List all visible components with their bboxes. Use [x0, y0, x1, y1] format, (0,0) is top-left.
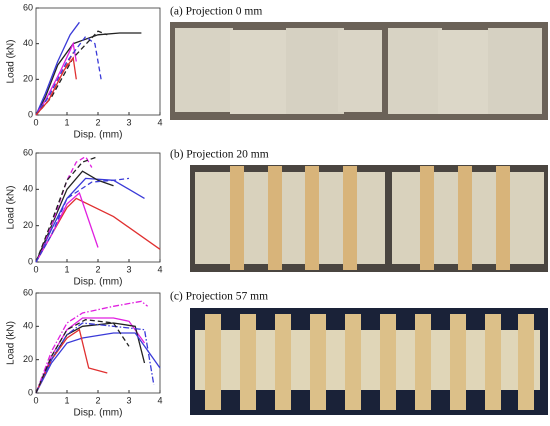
x-tick-label: 0 — [33, 117, 38, 127]
x-axis-label: Disp. (mm) — [74, 130, 123, 141]
caption: (b) Projection 20 mm — [170, 149, 269, 161]
load-curve — [35, 21, 80, 116]
y-tick-label: 0 — [28, 109, 33, 119]
x-tick-label: 3 — [126, 395, 131, 405]
y-tick-label: 60 — [23, 2, 33, 12]
y-axis-label: Load (kN) — [6, 40, 17, 84]
x-tick-label: 4 — [157, 264, 162, 274]
x-tick-label: 2 — [95, 264, 100, 274]
caption: (c) Projection 57 mm — [170, 291, 268, 303]
x-axis-label: Disp. (mm) — [74, 277, 123, 288]
photo-c — [190, 308, 548, 415]
load-curve — [35, 32, 142, 116]
y-axis-label: Load (kN) — [6, 186, 17, 230]
x-tick-label: 3 — [126, 117, 131, 127]
x-tick-label: 2 — [95, 395, 100, 405]
x-tick-label: 0 — [33, 264, 38, 274]
y-tick-label: 40 — [23, 184, 33, 194]
plot-area — [35, 292, 161, 394]
y-tick-label: 40 — [23, 38, 33, 48]
y-axis-label: Load (kN) — [6, 321, 17, 365]
load-curve — [35, 322, 155, 394]
x-tick-label: 2 — [95, 117, 100, 127]
load-curve — [35, 191, 99, 263]
load-curve — [35, 332, 161, 394]
load-curve — [35, 155, 93, 263]
x-tick-label: 3 — [126, 264, 131, 274]
y-tick-label: 0 — [28, 387, 33, 397]
load-curve — [35, 177, 145, 263]
load-curve — [35, 197, 161, 263]
x-tick-label: 4 — [157, 395, 162, 405]
photo-a — [170, 22, 548, 120]
x-tick-label: 4 — [157, 117, 162, 127]
y-tick-label: 60 — [23, 147, 33, 157]
caption: (a) Projection 0 mm — [170, 6, 262, 18]
y-tick-label: 20 — [23, 220, 33, 230]
load-curve — [35, 56, 77, 116]
load-curve — [35, 317, 146, 394]
load-curve — [35, 177, 130, 263]
load-curve — [35, 170, 114, 263]
y-tick-label: 20 — [23, 354, 33, 364]
load-curve — [35, 328, 108, 394]
x-tick-label: 0 — [33, 395, 38, 405]
load-curve — [35, 155, 99, 263]
x-tick-label: 1 — [64, 264, 69, 274]
y-tick-label: 60 — [23, 287, 33, 297]
load-curve — [35, 319, 130, 394]
x-axis-label: Disp. (mm) — [74, 408, 123, 419]
load-curve — [35, 300, 149, 394]
photo-b — [190, 165, 548, 272]
x-tick-label: 1 — [64, 117, 69, 127]
y-tick-label: 0 — [28, 256, 33, 266]
x-tick-label: 1 — [64, 395, 69, 405]
y-tick-label: 20 — [23, 74, 33, 84]
load-curve — [35, 35, 102, 116]
y-tick-label: 40 — [23, 321, 33, 331]
